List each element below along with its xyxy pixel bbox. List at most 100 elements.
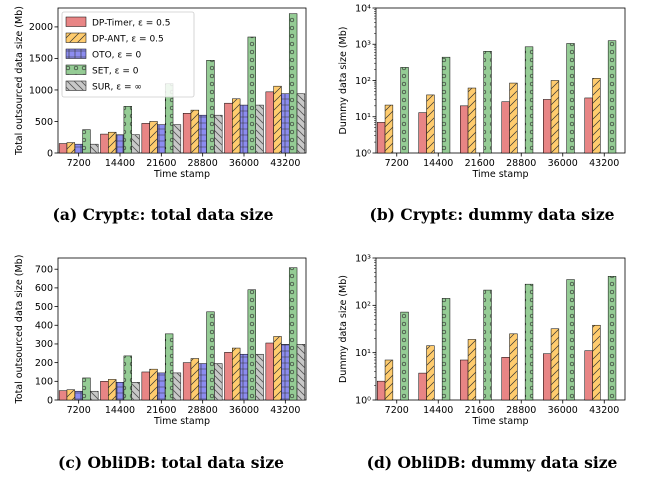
bar-hatch xyxy=(149,121,158,153)
bar-hatch xyxy=(289,267,298,400)
legend-label: DP-Timer, ε = 0.5 xyxy=(92,18,170,28)
bar-hatch xyxy=(108,379,117,400)
x-tick-label: 43200 xyxy=(589,405,619,416)
bar xyxy=(182,362,192,401)
y-tick-label: 10³ xyxy=(355,253,371,264)
bar-hatch xyxy=(247,37,256,153)
bar-hatch xyxy=(240,354,248,400)
bar-hatch xyxy=(483,51,492,154)
legend-label: SET, ε = 0 xyxy=(92,66,139,76)
bar-hatch xyxy=(82,129,91,153)
y-tick-label: 500 xyxy=(35,117,53,128)
bar xyxy=(501,357,510,401)
bar xyxy=(460,359,469,401)
bar-hatch xyxy=(232,98,241,153)
x-axis-label: Time stamp xyxy=(153,169,210,180)
y-axis-label: Dummy data size (Mb) xyxy=(338,275,349,383)
bar-hatch xyxy=(297,93,305,153)
bar xyxy=(141,371,150,401)
y-tick-label: 1500 xyxy=(29,54,53,65)
bar-hatch xyxy=(566,43,575,153)
bar xyxy=(543,99,552,154)
x-tick-label: 43200 xyxy=(270,405,300,416)
bar-hatch xyxy=(66,142,75,153)
bar-hatch xyxy=(74,391,83,400)
x-tick-label: 36000 xyxy=(548,405,578,416)
bar xyxy=(377,380,386,401)
bar-hatch xyxy=(116,134,124,153)
y-tick-label: 10⁰ xyxy=(355,148,371,159)
x-tick-label: 14400 xyxy=(423,405,453,416)
bar-hatch xyxy=(297,344,305,400)
bar xyxy=(100,133,109,154)
bar xyxy=(460,105,469,154)
y-tick-label: 300 xyxy=(35,339,53,350)
panel-caption: (d) ObliDB: dummy data size xyxy=(367,453,618,472)
y-tick-label: 10² xyxy=(355,76,371,87)
bar xyxy=(501,101,510,154)
bar-hatch xyxy=(190,110,199,153)
y-tick-label: 10³ xyxy=(355,40,371,51)
bar-hatch xyxy=(400,67,409,153)
y-tick-label: 1000 xyxy=(29,85,53,96)
x-tick-label: 36000 xyxy=(229,405,259,416)
x-tick-label: 43200 xyxy=(589,158,619,169)
bar-hatch xyxy=(123,106,132,153)
legend: DP-Timer, ε = 0.5 DP-ANT, ε = 0.5 OTO, ε =… xyxy=(61,11,195,98)
y-tick-label: 500 xyxy=(35,302,53,313)
bar-hatch xyxy=(90,391,99,400)
bar-hatch xyxy=(551,328,559,400)
chart-panel: 0 100 200 300 400 500 600 700 7200 14400 21600 2880… xyxy=(14,255,307,472)
y-tick-label: 700 xyxy=(35,265,53,276)
y-tick-label: 2000 xyxy=(29,22,53,33)
bar xyxy=(141,123,150,154)
bar xyxy=(377,122,386,154)
panel-caption: (c) ObliDB: total data size xyxy=(58,453,284,472)
plot-frame xyxy=(57,7,307,154)
bar-hatch xyxy=(131,134,140,153)
x-tick-label: 36000 xyxy=(548,158,578,169)
y-axis-label: Total outsourced data size (Mb) xyxy=(14,6,25,156)
bar-hatch xyxy=(592,78,601,153)
bar xyxy=(584,350,593,401)
bar-hatch xyxy=(468,88,476,153)
y-axis-label: Total outsourced data size (Mb) xyxy=(14,255,25,405)
bar-hatch xyxy=(198,363,207,400)
bar-hatch xyxy=(566,279,575,400)
bar-hatch xyxy=(206,60,215,153)
x-axis-label: Time stamp xyxy=(153,416,210,427)
bar-hatch xyxy=(525,46,533,153)
bar-hatch xyxy=(289,13,298,153)
bar-hatch xyxy=(74,144,83,153)
y-axis-label: Dummy data size (Mb) xyxy=(338,27,349,135)
legend-swatch-hatch xyxy=(66,81,86,91)
bar-hatch xyxy=(509,83,518,153)
bar-hatch xyxy=(442,298,450,400)
bar-hatch xyxy=(483,290,492,400)
bar xyxy=(224,102,233,154)
bar-hatch xyxy=(426,345,435,400)
bar-hatch xyxy=(608,276,616,400)
x-tick-label: 21600 xyxy=(146,405,176,416)
bar-hatch xyxy=(116,382,124,400)
bar-hatch xyxy=(131,382,140,400)
bar-hatch xyxy=(385,359,393,400)
bar xyxy=(182,113,192,154)
bar xyxy=(58,143,68,154)
plot-frame xyxy=(57,257,307,401)
x-axis-label: Time stamp xyxy=(471,416,528,427)
bar-hatch xyxy=(90,144,99,153)
legend-label: OTO, ε = 0 xyxy=(92,50,142,60)
x-tick-label: 28800 xyxy=(506,158,536,169)
bar-hatch xyxy=(551,80,559,153)
x-tick-label: 28800 xyxy=(506,405,536,416)
y-tick-label: 0 xyxy=(47,395,53,406)
x-tick-label: 7200 xyxy=(67,405,91,416)
legend-label: DP-ANT, ε = 0.5 xyxy=(92,34,164,44)
y-tick-label: 0 xyxy=(47,148,53,159)
y-tick-label: 100 xyxy=(35,377,53,388)
bar-hatch xyxy=(206,311,215,400)
bar xyxy=(100,381,109,401)
bar-hatch xyxy=(173,124,181,153)
x-tick-label: 7200 xyxy=(67,158,91,169)
